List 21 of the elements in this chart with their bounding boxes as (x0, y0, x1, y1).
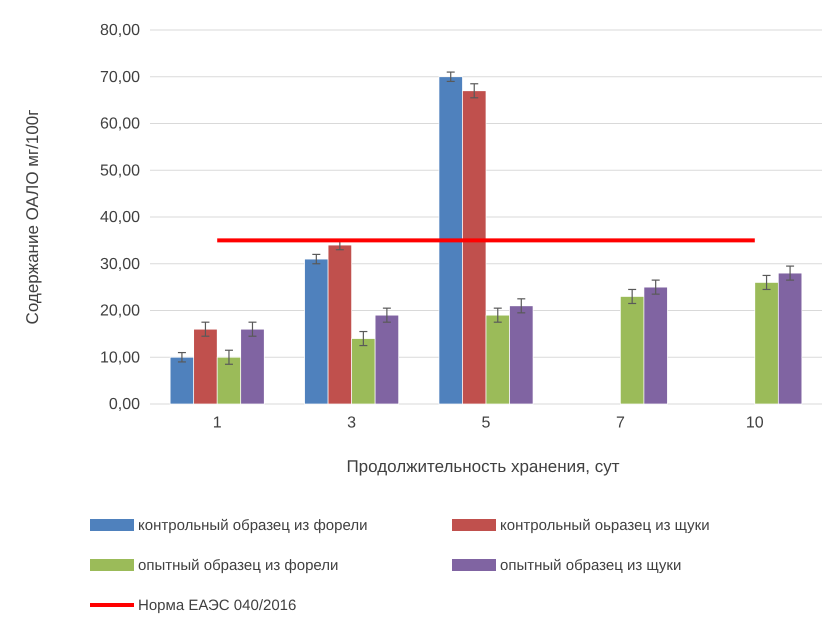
y-tick-label: 70,00 (100, 68, 140, 86)
y-tick-label: 80,00 (100, 22, 140, 40)
y-tick-label: 10,00 (100, 349, 140, 366)
y-tick-label: 20,00 (100, 302, 140, 320)
x-tick-label: 5 (482, 414, 491, 432)
y-tick-label: 50,00 (100, 162, 140, 180)
x-tick-label: 7 (616, 414, 625, 432)
legend-label: Норма ЕАЭС 040/2016 (138, 597, 296, 614)
x-tick-label: 10 (746, 414, 764, 432)
legend-label: контрольный оьразец из щуки (500, 517, 710, 534)
y-tick-label: 60,00 (100, 116, 140, 133)
y-tick-label: 40,00 (100, 209, 140, 226)
y-tick-label: 30,00 (100, 256, 140, 273)
x-tick-label: 1 (212, 414, 222, 432)
legend-label: опытный образец из форели (138, 557, 338, 574)
x-axis-title: Продолжительность хранения, сут (346, 457, 620, 476)
legend-label: контрольный образец из форели (138, 517, 368, 534)
y-axis-title: Содержание ОАЛО мг/100г (23, 110, 42, 324)
legend-label: опытный образец из щуки (500, 557, 682, 574)
x-tick-label: 3 (347, 414, 356, 432)
y-tick-label: 0,00 (108, 396, 140, 414)
